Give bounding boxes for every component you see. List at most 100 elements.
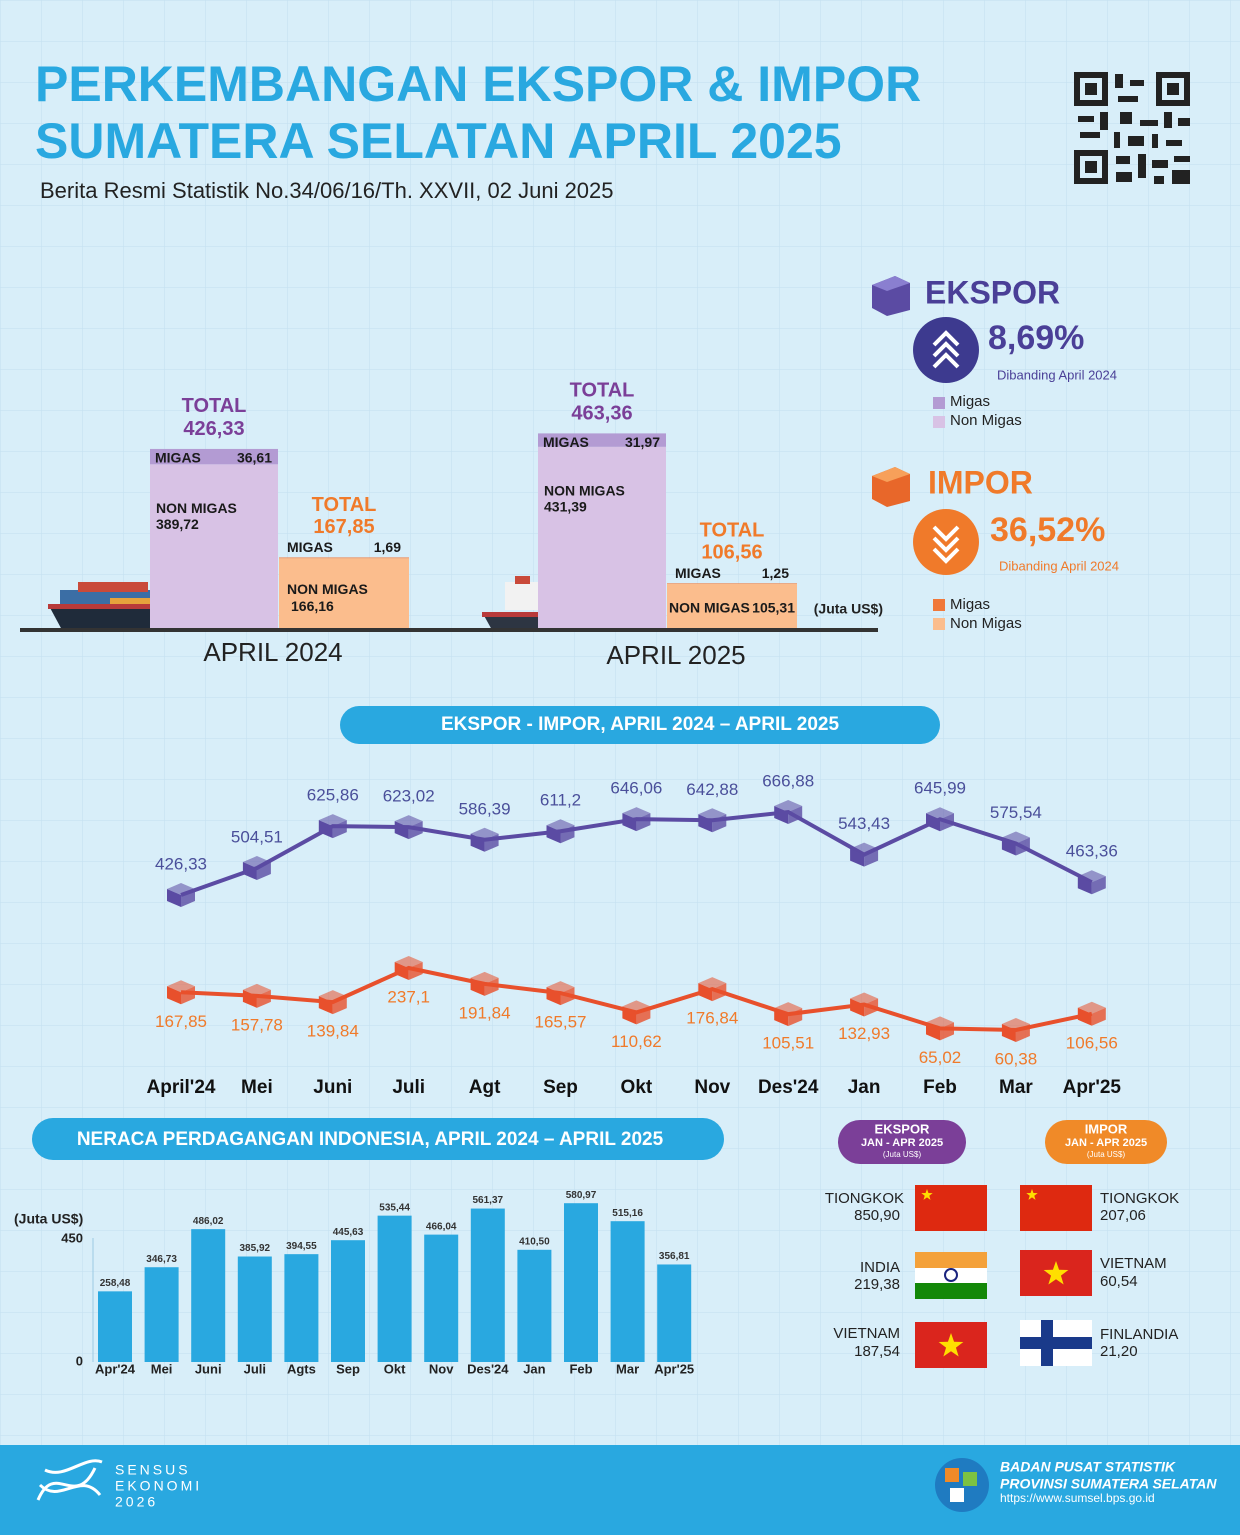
bar-segment [279, 558, 409, 628]
cube-face [1077, 870, 1106, 883]
country-value: 21,20 [1100, 1343, 1138, 1360]
data-point [926, 807, 954, 832]
data-label: 611,2 [540, 791, 581, 810]
section-banner [32, 1118, 724, 1160]
qr-code [1074, 72, 1190, 184]
cube-face [167, 883, 195, 895]
data-label: 515,16 [612, 1208, 643, 1219]
data-label: 580,97 [566, 1190, 597, 1201]
data-label: 625,86 [307, 786, 359, 805]
down-icon [913, 509, 979, 575]
data-label: 132,93 [838, 1024, 890, 1043]
data-label: 466,04 [426, 1221, 457, 1232]
footer-brand: SENSUS [115, 1462, 191, 1478]
country-name: TIONGKOK [825, 1190, 904, 1207]
data-point [1001, 831, 1030, 856]
data-point [850, 842, 879, 867]
x-tick-label: Jan [848, 1077, 881, 1098]
cube-face [242, 856, 271, 869]
legend-swatch [933, 599, 945, 611]
x-tick-label: Sep [336, 1361, 360, 1376]
country-value: 219,38 [854, 1276, 900, 1293]
category-label: APRIL 2025 [606, 640, 745, 670]
bar [657, 1264, 692, 1362]
bar-segment [538, 446, 666, 628]
country-name: INDIA [860, 1259, 900, 1276]
bar-label: 1,25 [762, 565, 789, 581]
pill-title: EKSPOR [875, 1121, 931, 1136]
legend-label: Non Migas [950, 615, 1022, 632]
x-tick-label: Mar [999, 1077, 1033, 1098]
pill-title: IMPOR [1085, 1121, 1128, 1136]
data-label: 666,88 [762, 771, 814, 790]
bar-label: 105,31 [752, 599, 795, 615]
bar-label: MIGAS [543, 434, 589, 450]
pill-period: JAN - APR 2025 [1065, 1137, 1147, 1149]
import-title: IMPOR [928, 464, 1033, 500]
footer-org: BADAN PUSAT STATISTIK [1000, 1459, 1176, 1475]
cube-face [1077, 1001, 1106, 1014]
data-point [470, 971, 499, 996]
cube-face [622, 807, 651, 820]
data-point [394, 815, 423, 840]
footer-band [0, 1445, 1240, 1535]
total-value: 106,56 [701, 542, 762, 564]
bar-label: NON MIGAS [156, 500, 237, 516]
data-label: 504,51 [231, 828, 283, 847]
data-label: 157,78 [231, 1015, 283, 1034]
data-point [926, 1016, 954, 1041]
flag-india [915, 1252, 987, 1299]
cube-face [546, 819, 575, 832]
bar [98, 1291, 132, 1362]
title: SUMATERA SELATAN APRIL 2025 [35, 113, 842, 169]
data-label: 543,43 [838, 814, 890, 833]
cube-face [546, 981, 575, 994]
bar-label: NON MIGAS [669, 599, 750, 615]
flag-vietnam [915, 1322, 987, 1368]
legend-swatch [933, 416, 945, 428]
category-label: APRIL 2024 [203, 637, 342, 667]
x-tick-label: Feb [569, 1361, 592, 1376]
x-tick-label: Juli [392, 1077, 425, 1098]
bar-label: 36,61 [237, 450, 272, 466]
data-label: 65,02 [919, 1048, 962, 1067]
data-label: 394,55 [286, 1241, 317, 1252]
data-point [850, 992, 879, 1017]
bar-label: 431,39 [544, 499, 587, 515]
cube-face [926, 1022, 940, 1041]
unit-label: (Juta US$) [14, 1211, 83, 1227]
data-label: 60,38 [995, 1049, 1038, 1068]
cube-face [318, 990, 347, 1003]
data-label: 176,84 [686, 1009, 738, 1028]
bar-label: 389,72 [156, 516, 199, 532]
export-note: Dibanding April 2024 [997, 367, 1117, 382]
cube-face [850, 842, 879, 855]
cube-face [940, 1022, 954, 1041]
total-label: TOTAL [570, 380, 635, 402]
x-tick-label: Mei [241, 1077, 273, 1098]
data-point [546, 981, 575, 1006]
footer-url: https://www.sumsel.bps.go.id [1000, 1491, 1155, 1505]
country-name: FINLANDIA [1100, 1326, 1178, 1343]
bar-label: 166,16 [291, 598, 334, 614]
export-title: EKSPOR [925, 274, 1060, 310]
bar [331, 1240, 365, 1362]
data-label: 385,92 [240, 1243, 271, 1254]
bar-label: NON MIGAS [287, 581, 368, 597]
data-label: 105,51 [762, 1034, 814, 1053]
footer-org: PROVINSI SUMATERA SELATAN [1000, 1476, 1217, 1492]
data-label: 237,1 [387, 987, 430, 1006]
x-tick-label: Mar [616, 1361, 639, 1376]
bar-label: MIGAS [675, 565, 721, 581]
country-value: 850,90 [854, 1207, 900, 1224]
data-point [698, 977, 727, 1002]
country-name: VIETNAM [1100, 1255, 1167, 1272]
x-tick-label: Jan [523, 1361, 545, 1376]
data-point [1077, 1001, 1106, 1026]
bar-segment [667, 583, 797, 584]
data-label: 642,88 [686, 780, 738, 799]
data-point [1001, 1018, 1030, 1042]
data-point [622, 1000, 651, 1025]
x-tick-label: Juli [244, 1361, 266, 1376]
